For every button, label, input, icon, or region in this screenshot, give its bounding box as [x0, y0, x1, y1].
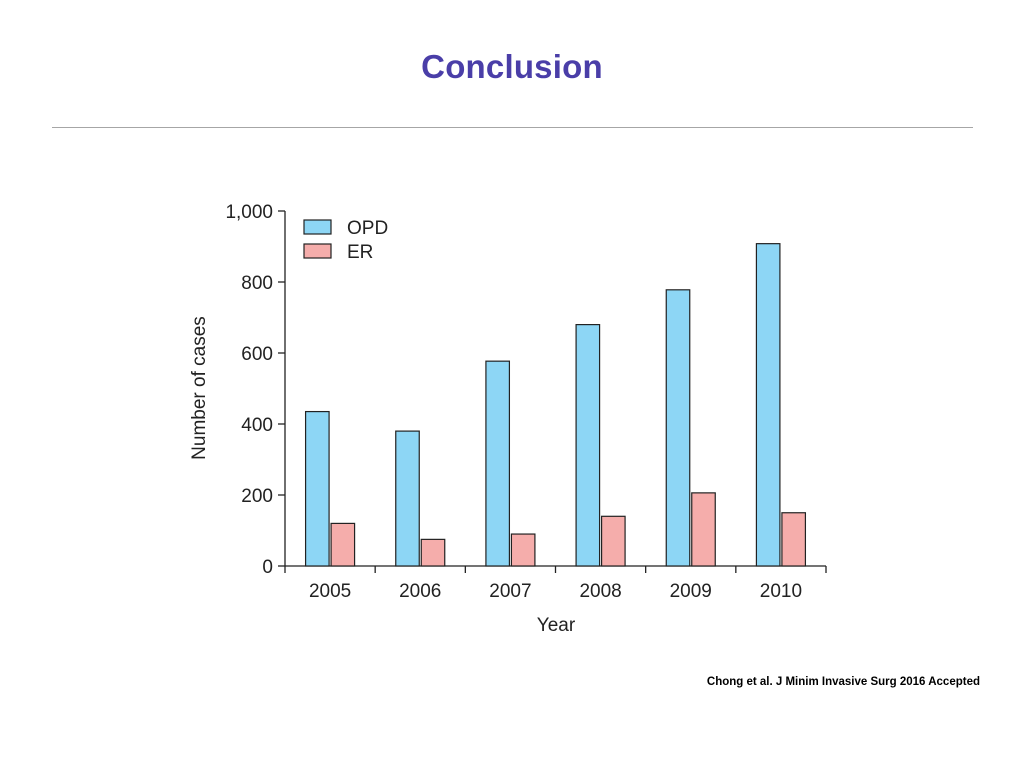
bar-opd-2005: [304, 410, 330, 567]
slide-title: Conclusion: [421, 48, 603, 85]
y-tick-label: 600: [241, 344, 273, 365]
x-tick-label: 2005: [309, 581, 351, 602]
citation: Chong et al. J Minim Invasive Surg 2016 …: [706, 676, 980, 688]
legend-label-opd: OPD: [347, 218, 388, 239]
x-tick-label: 2008: [579, 581, 621, 602]
bar-opd-2006: [395, 430, 420, 567]
y-tick-label: 1,000: [225, 202, 273, 223]
bar-opd-2010: [755, 243, 781, 567]
y-axis-label: Number of cases: [189, 316, 210, 460]
chart-ticks: 0 200 400 600 800 1,000 2005 2006 2007 2008 2009 20…: [225, 202, 827, 602]
bar-opd-2009: [665, 289, 691, 567]
legend-swatch-opd: [303, 219, 332, 235]
x-tick-label: 2009: [670, 581, 712, 602]
x-tick-label: 2006: [399, 581, 441, 602]
y-tick-label: 200: [241, 486, 273, 507]
chart-bars: [304, 243, 807, 567]
x-tick-label: 2007: [489, 581, 531, 602]
bar-opd-2008: [575, 324, 601, 567]
chart-axes: [284, 211, 826, 567]
chart-legend: OPD ER: [303, 218, 388, 263]
bar-er-2007: [510, 533, 536, 567]
legend-swatch-er: [303, 243, 332, 259]
y-tick-label: 400: [241, 415, 273, 436]
title-divider: [52, 127, 973, 128]
bar-er-2010: [781, 512, 807, 567]
legend-label-er: ER: [347, 242, 373, 263]
y-tick-label: 0: [262, 557, 273, 578]
y-tick-label: 800: [241, 273, 273, 294]
bar-er-2008: [600, 515, 626, 567]
bar-opd-2007: [485, 360, 511, 567]
bar-er-2005: [330, 522, 356, 567]
bar-er-2006: [420, 538, 446, 567]
bar-er-2009: [691, 492, 716, 567]
x-tick-label: 2010: [760, 581, 802, 602]
x-axis-label: Year: [537, 615, 576, 636]
